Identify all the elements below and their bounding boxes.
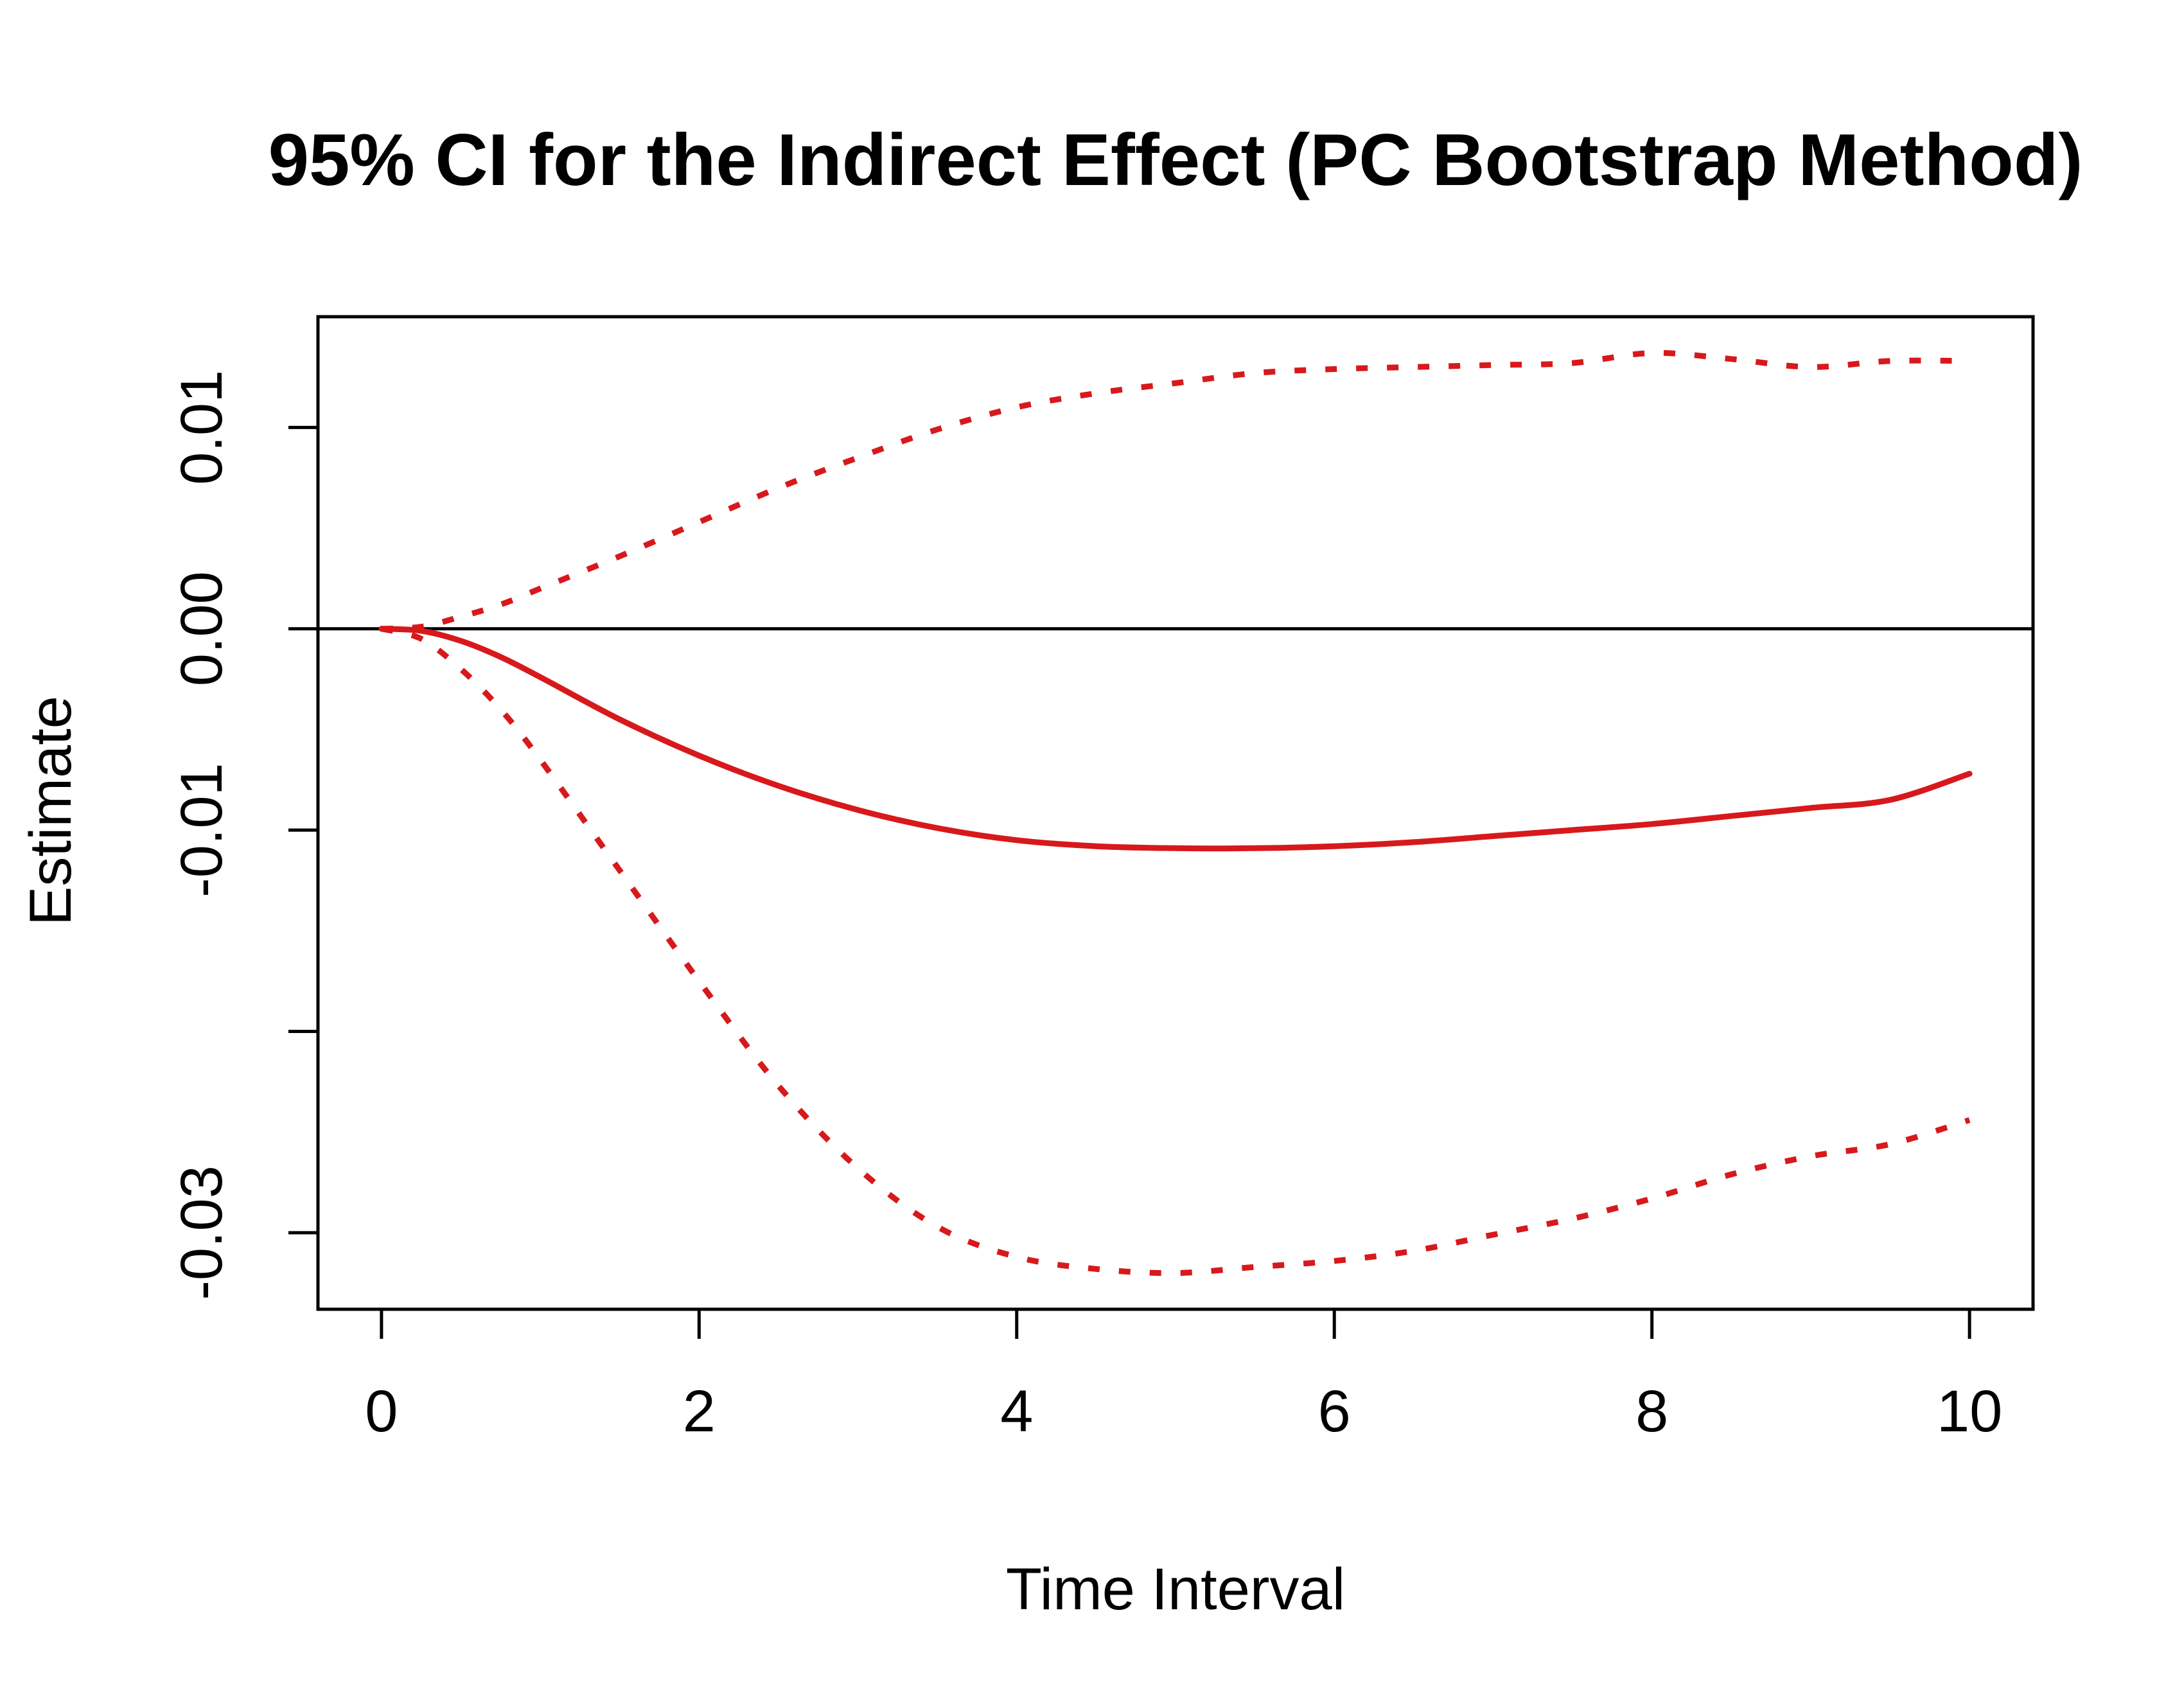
y-tick-label-0: -0.03 — [169, 1165, 234, 1300]
y-tick-label-4: 0.01 — [169, 370, 234, 485]
plot-frame — [316, 315, 2035, 1311]
x-tick-label-0: 0 — [365, 1379, 398, 1444]
axis-ticks: 0 2 4 6 8 10 -0.03 -0.01 0.00 0.01 — [169, 370, 2002, 1444]
x-tick-label-1: 2 — [683, 1379, 716, 1444]
ci-bound-line-2 — [380, 626, 1971, 1276]
series-group — [378, 349, 1973, 1276]
y-tick-label-2: -0.01 — [169, 763, 234, 897]
x-axis-title: Time Interval — [1006, 1557, 1345, 1622]
x-tick-label-4: 8 — [1635, 1379, 1668, 1444]
x-tick-label-3: 6 — [1318, 1379, 1351, 1444]
estimate-line — [378, 626, 1973, 852]
x-tick-label-2: 4 — [1000, 1379, 1033, 1444]
y-tick-label-3: 0.00 — [169, 571, 234, 686]
y-axis-title: Estimate — [18, 696, 84, 926]
ci-bound-line-1 — [381, 349, 1970, 632]
chart-title: 95% CI for the Indirect Effect (PC Boots… — [269, 119, 2083, 201]
x-tick-label-5: 10 — [1937, 1379, 2002, 1444]
